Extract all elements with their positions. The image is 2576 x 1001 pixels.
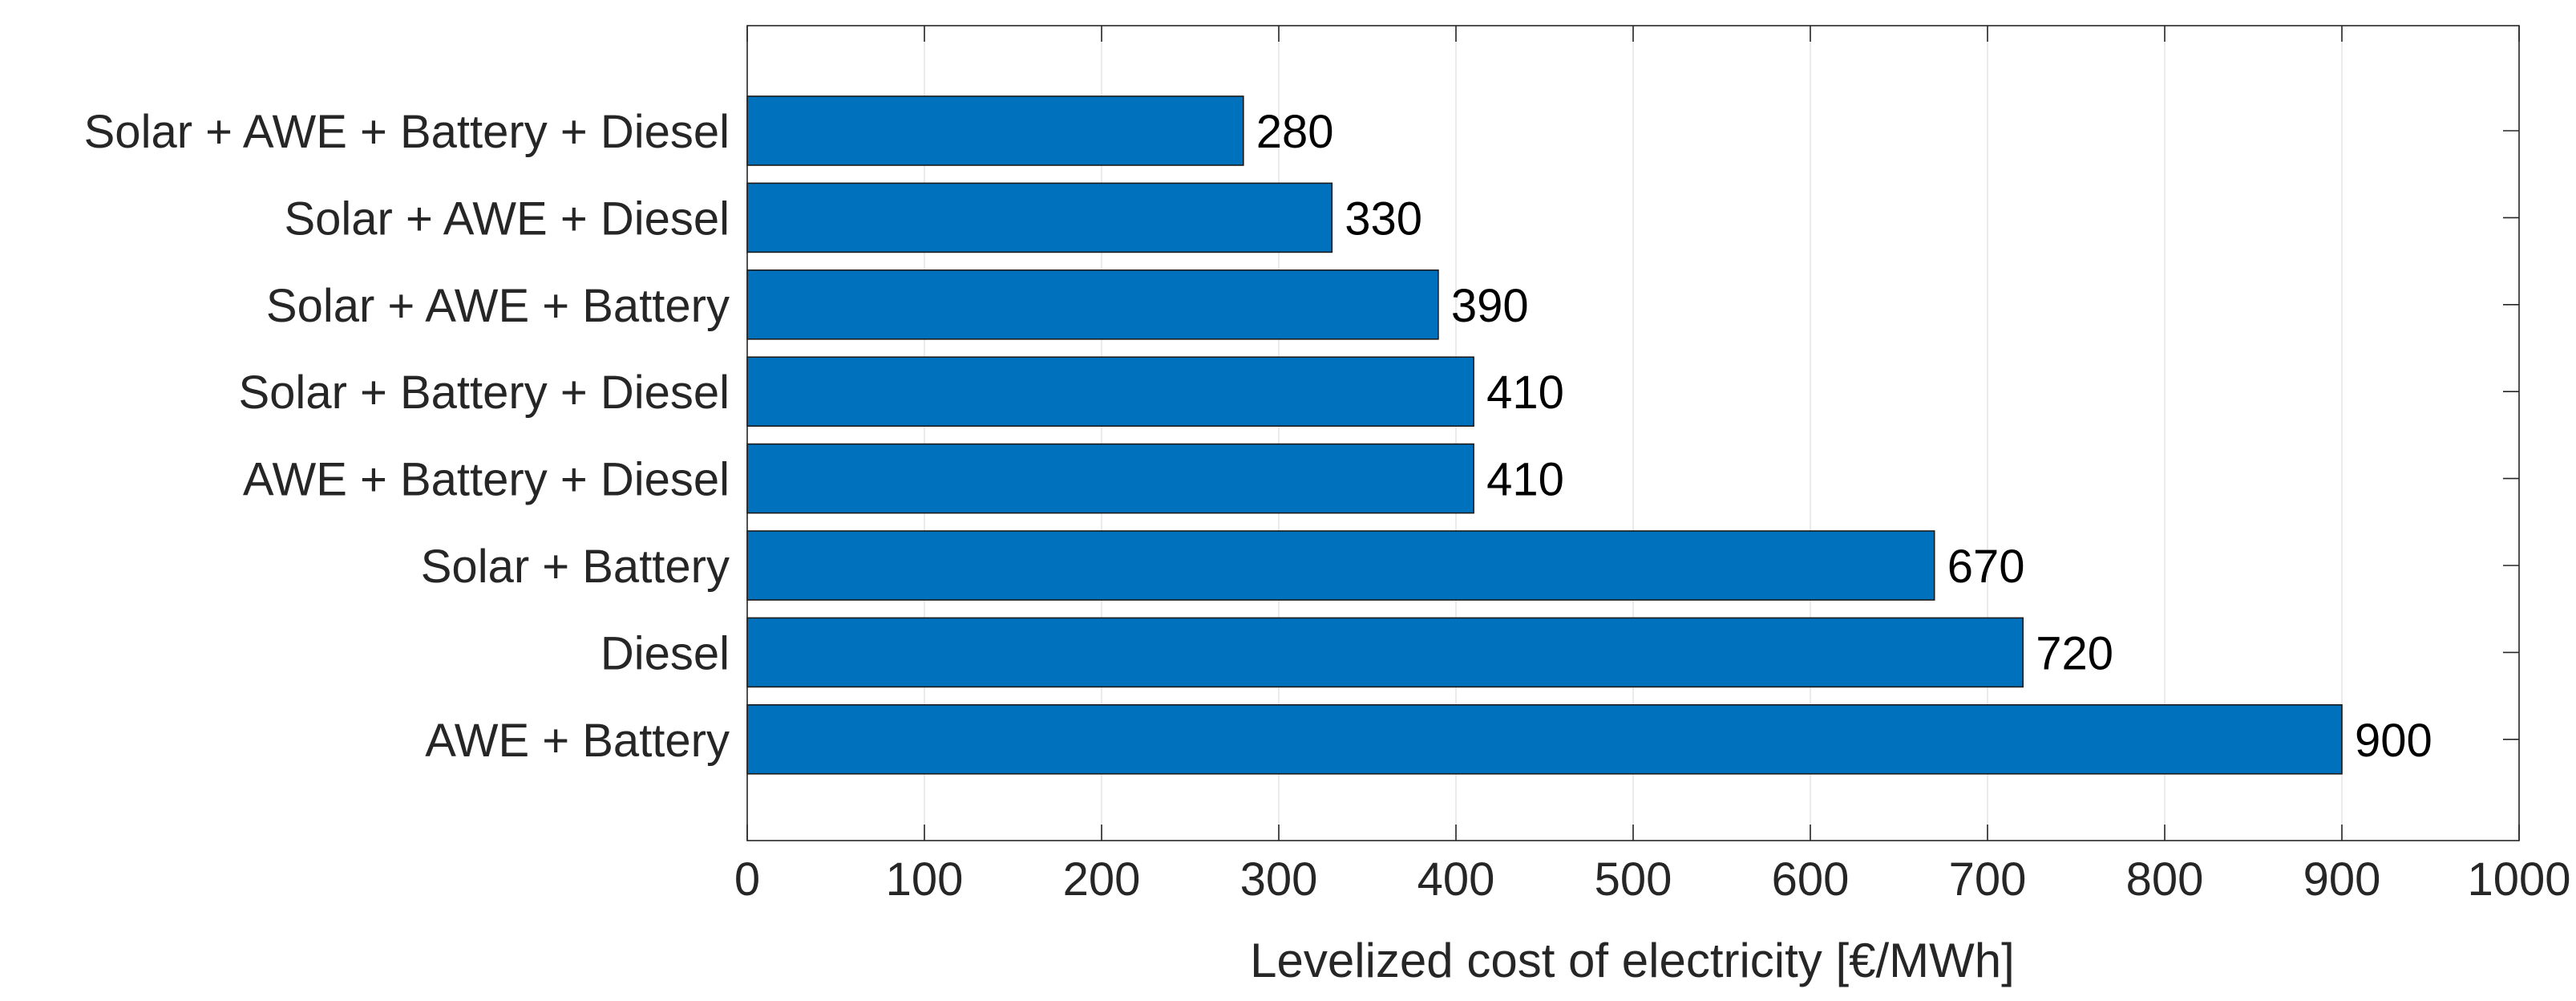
- value-label: 670: [1947, 541, 2025, 593]
- x-tick-label: 300: [1240, 853, 1318, 906]
- bar: [746, 617, 2024, 688]
- x-axis-title: Levelized cost of electricity [€/MWh]: [1250, 934, 2015, 987]
- x-tick-label: 700: [1949, 853, 2027, 906]
- x-tick-label: 500: [1595, 853, 1672, 906]
- value-label: 280: [1256, 106, 1334, 158]
- value-label: 900: [2355, 715, 2432, 767]
- category-label: Solar + AWE + Diesel: [284, 192, 730, 245]
- category-label: AWE + Battery + Diesel: [243, 454, 730, 506]
- value-label: 720: [2036, 627, 2113, 679]
- x-tick-labels: 0 100 200 300 400 500 600 700 800 900 1000: [734, 853, 2571, 906]
- bar: [746, 356, 1474, 428]
- category-label: Solar + Battery: [421, 541, 730, 593]
- x-tick-label: 0: [734, 853, 760, 906]
- bar: [746, 182, 1333, 253]
- value-label: 410: [1486, 367, 1564, 419]
- x-tick-label: 800: [2126, 853, 2204, 906]
- bar: [746, 95, 1244, 166]
- x-tick-label: 100: [886, 853, 964, 906]
- x-tick-label: 200: [1063, 853, 1141, 906]
- x-tick-label: 600: [1772, 853, 1850, 906]
- x-tick-label: 900: [2303, 853, 2381, 906]
- x-tick-label: 1000: [2467, 853, 2570, 906]
- bar: [746, 530, 1935, 601]
- plot-area-frame: [746, 25, 2520, 841]
- value-label: 330: [1345, 192, 1422, 245]
- category-label: AWE + Battery: [425, 715, 730, 767]
- bar: [746, 703, 2343, 775]
- category-label: Diesel: [601, 627, 730, 679]
- category-label: Solar + AWE + Battery: [266, 280, 730, 332]
- category-label: Solar + AWE + Battery + Diesel: [84, 106, 730, 158]
- value-label: 390: [1451, 280, 1529, 332]
- bar: [746, 443, 1474, 514]
- category-label: Solar + Battery + Diesel: [238, 367, 730, 419]
- bars: [746, 95, 2343, 775]
- bar: [746, 269, 1439, 340]
- x-tick-label: 400: [1417, 853, 1495, 906]
- value-label: 410: [1486, 454, 1564, 506]
- category-labels: Solar + AWE + Battery + Diesel Solar + AW…: [84, 106, 730, 767]
